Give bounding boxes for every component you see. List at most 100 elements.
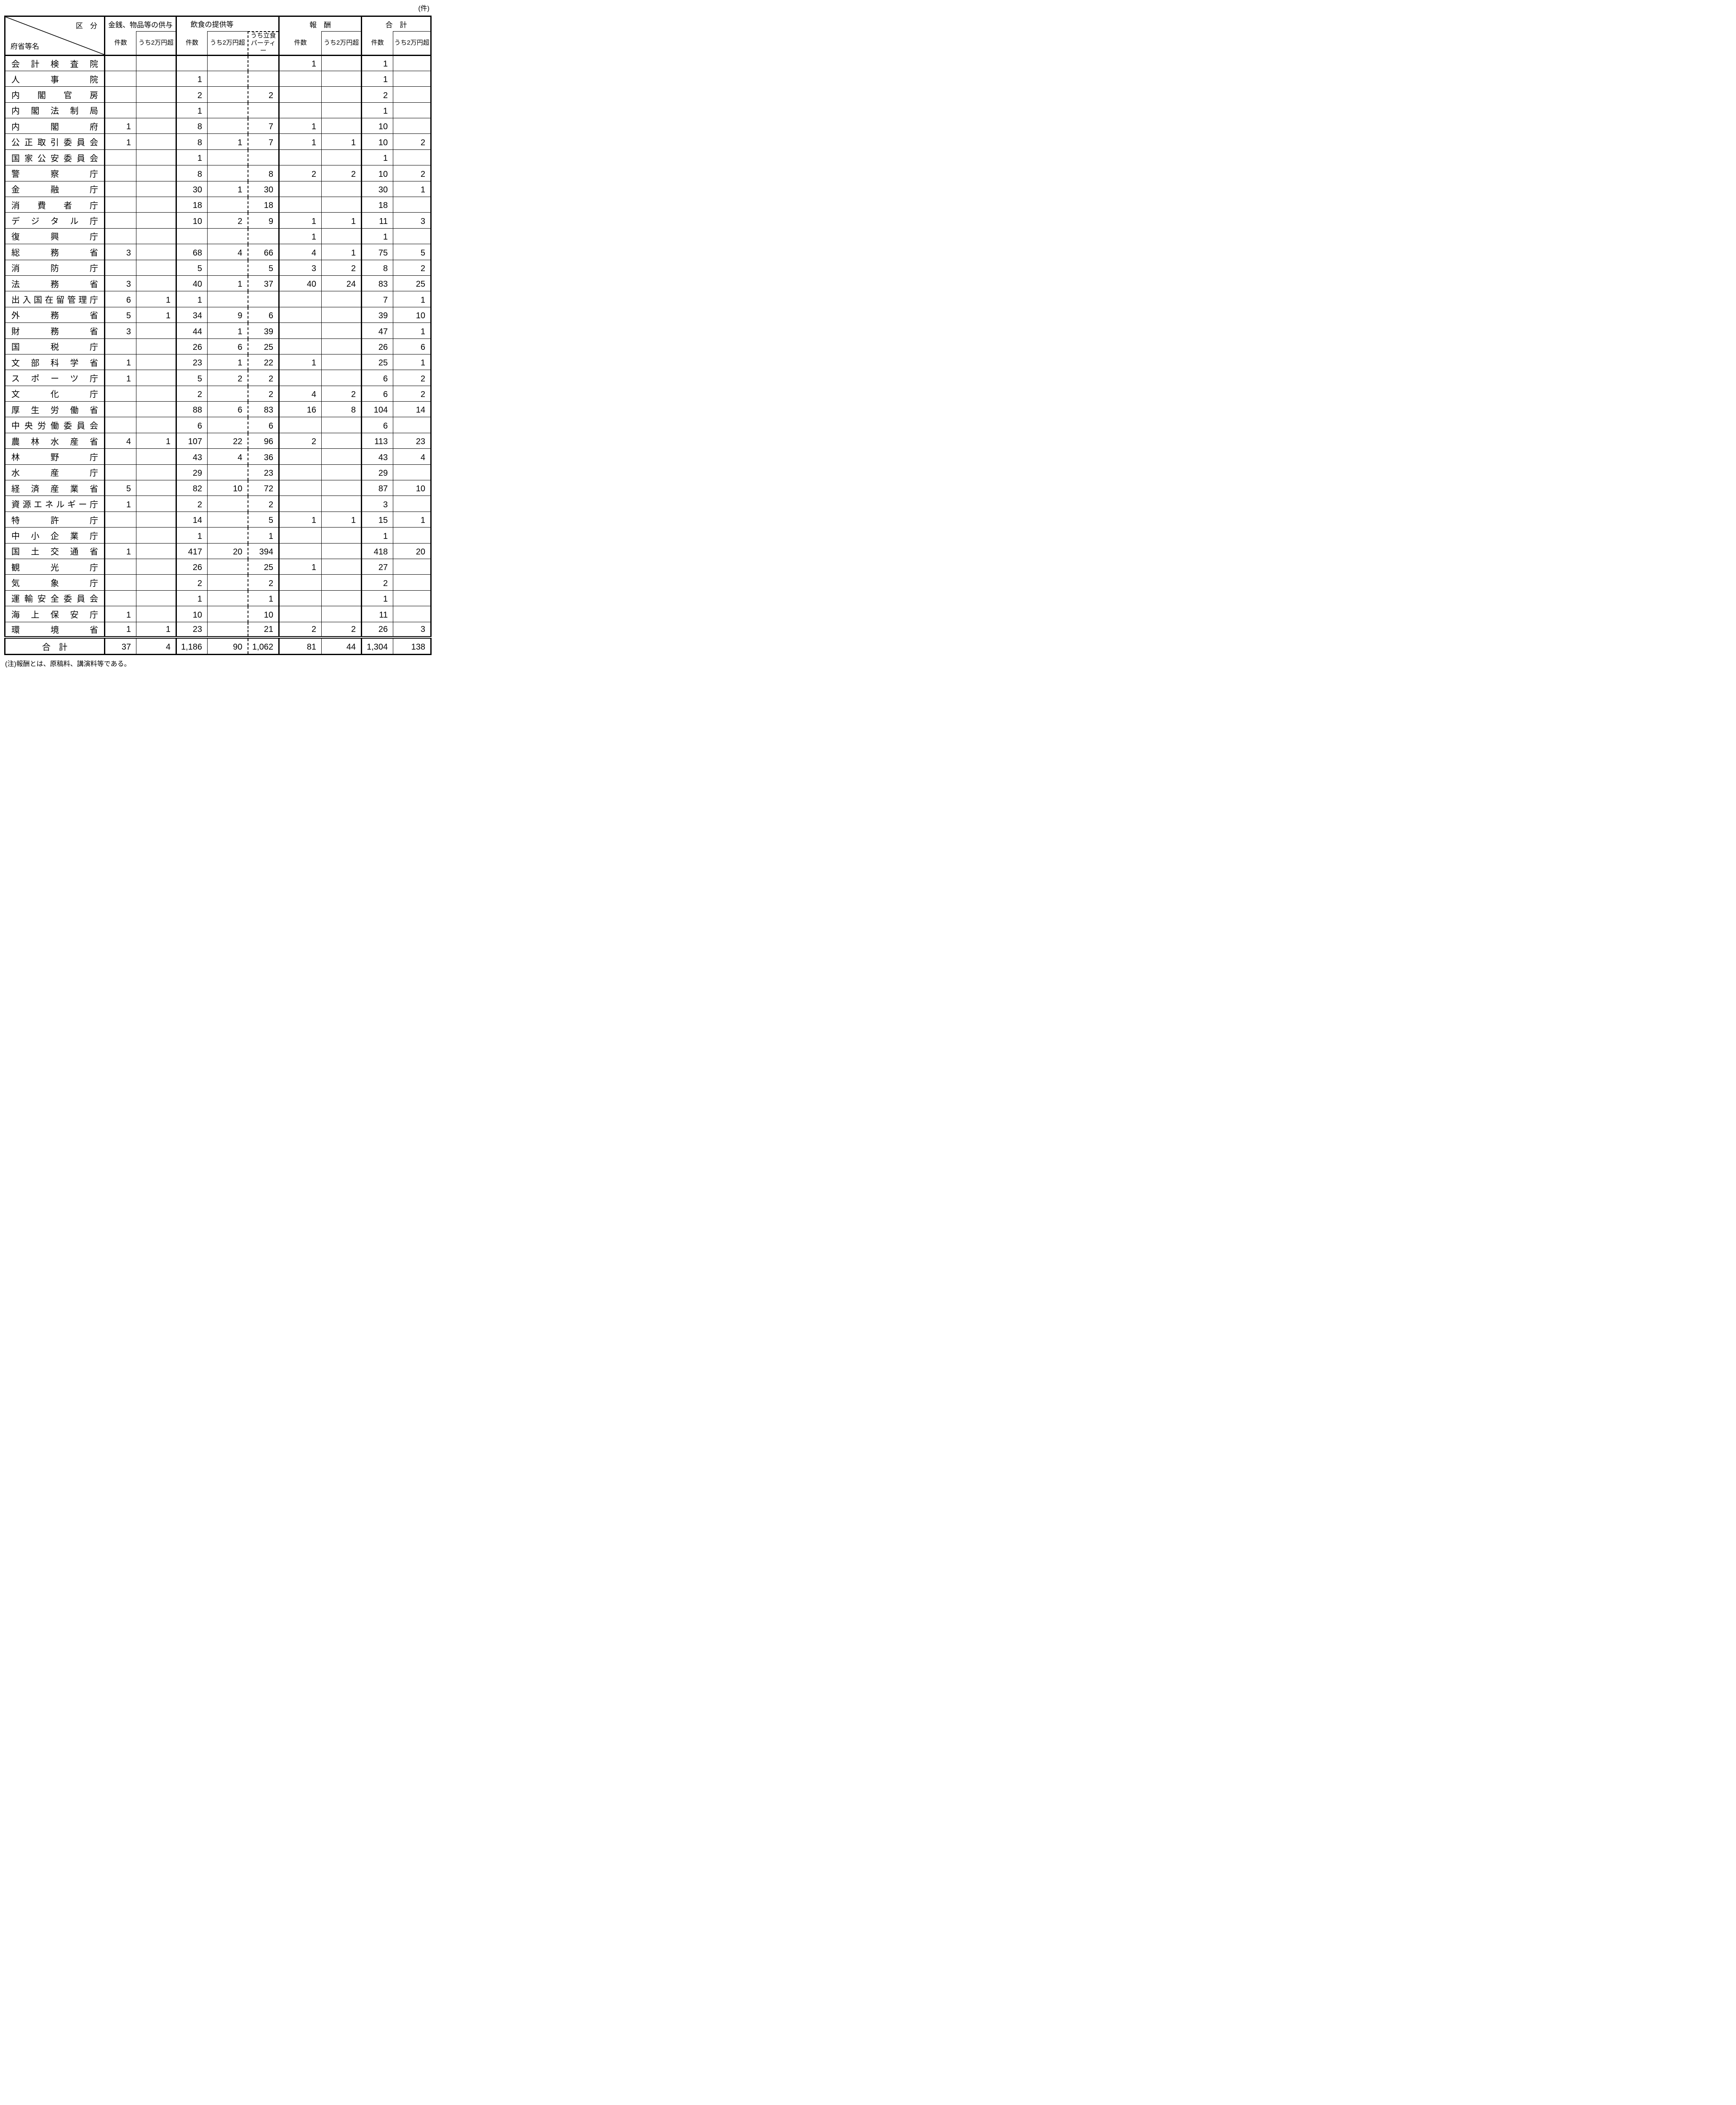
ministry-name: 資源エネルギー庁 <box>5 496 105 512</box>
value-cell <box>321 448 362 465</box>
value-cell: 8 <box>247 165 279 181</box>
value-cell <box>104 197 136 213</box>
value-cell <box>393 118 431 134</box>
ministry-name: 内閣官房 <box>5 86 105 103</box>
value-cell <box>207 417 248 433</box>
value-cell: 6 <box>361 385 393 402</box>
value-cell: 10 <box>207 480 248 496</box>
value-cell: 3 <box>361 496 393 512</box>
ministry-row: 海上保安庁 1 10 10 11 <box>5 606 431 622</box>
value-cell: 1 <box>278 118 322 134</box>
value-cell: 20 <box>393 543 431 559</box>
value-cell: 1 <box>104 370 136 386</box>
value-cell <box>207 385 248 402</box>
value-cell: 9 <box>247 212 279 229</box>
value-cell: 1 <box>278 511 322 528</box>
value-cell: 8 <box>176 118 208 134</box>
value-cell: 1 <box>321 212 362 229</box>
value-cell: 1,062 <box>247 636 279 655</box>
corner-cell: 区 分 府省等名 <box>5 16 105 56</box>
value-cell: 1 <box>176 102 208 118</box>
ministry-name: 外務省 <box>5 306 105 323</box>
value-cell: 3 <box>393 212 431 229</box>
value-cell: 1 <box>207 322 248 339</box>
value-cell <box>104 165 136 181</box>
value-cell <box>393 102 431 118</box>
col-header-food-count: 件数 <box>176 31 208 56</box>
value-cell <box>321 181 362 197</box>
ministry-row: 経済産業省 5 82 10 72 87 10 <box>5 480 431 496</box>
col-header-standing-party: うち立食 パーティー <box>247 31 279 56</box>
ministry-name: 経済産業省 <box>5 480 105 496</box>
value-cell: 11 <box>361 212 393 229</box>
ministry-row: 総務省 3 68 4 66 4 1 75 5 <box>5 244 431 260</box>
value-cell <box>321 606 362 622</box>
value-cell <box>321 228 362 244</box>
ministry-name: 消防庁 <box>5 259 105 276</box>
value-cell: 21 <box>247 621 279 638</box>
value-cell <box>136 527 176 544</box>
ministry-row: 国家公安委員会 1 1 <box>5 149 431 165</box>
value-cell: 26 <box>361 338 393 354</box>
value-cell: 2 <box>247 574 279 591</box>
value-cell: 394 <box>247 543 279 559</box>
value-cell <box>393 496 431 512</box>
value-cell <box>207 621 248 638</box>
value-cell: 2 <box>393 370 431 386</box>
value-cell: 1 <box>278 354 322 370</box>
value-cell <box>247 102 279 118</box>
ministry-name: デジタル庁 <box>5 212 105 229</box>
value-cell: 1 <box>321 511 362 528</box>
ministry-row: 環境省 1 1 23 21 2 2 26 3 <box>5 621 431 638</box>
value-cell: 1 <box>278 558 322 575</box>
value-cell: 1 <box>278 55 322 71</box>
ministry-row: 気象庁 2 2 2 <box>5 574 431 591</box>
value-cell: 6 <box>393 338 431 354</box>
value-cell <box>136 322 176 339</box>
col-header-food-over20k: うち2万円超 <box>207 31 248 56</box>
value-cell: 26 <box>176 558 208 575</box>
value-cell: 75 <box>361 244 393 260</box>
ministry-row: 会計検査院 1 1 <box>5 55 431 71</box>
value-cell: 83 <box>361 275 393 291</box>
value-cell: 2 <box>176 86 208 103</box>
value-cell: 20 <box>207 543 248 559</box>
value-cell <box>321 370 362 386</box>
ministry-row: 消費者庁 18 18 18 <box>5 197 431 213</box>
diagonal-line-icon <box>5 17 104 55</box>
value-cell <box>278 102 322 118</box>
value-cell: 27 <box>361 558 393 575</box>
value-cell: 14 <box>176 511 208 528</box>
value-cell <box>136 448 176 465</box>
value-cell: 26 <box>176 338 208 354</box>
ministry-row: 出入国在留管理庁 6 1 1 7 1 <box>5 291 431 307</box>
value-cell: 1 <box>278 212 322 229</box>
value-cell <box>278 70 322 87</box>
ministry-name: 金融庁 <box>5 181 105 197</box>
value-cell: 2 <box>207 370 248 386</box>
value-cell <box>176 55 208 71</box>
value-cell: 5 <box>104 480 136 496</box>
value-cell: 29 <box>176 464 208 480</box>
value-cell: 2 <box>361 86 393 103</box>
corner-label-ministry: 府省等名 <box>11 42 39 51</box>
report-table: 区 分 府省等名 金銭、物品等の供与 飲食の提供等 報 酬 合 計 件数 うち2… <box>4 16 432 655</box>
value-cell <box>278 590 322 606</box>
value-cell: 5 <box>247 511 279 528</box>
value-cell <box>104 527 136 544</box>
value-cell: 5 <box>176 370 208 386</box>
col-header-money-count: 件数 <box>104 31 136 56</box>
value-cell <box>104 574 136 591</box>
value-cell <box>321 102 362 118</box>
value-cell: 1 <box>321 133 362 150</box>
value-cell: 2 <box>176 385 208 402</box>
value-cell: 16 <box>278 401 322 417</box>
value-cell <box>247 70 279 87</box>
value-cell <box>136 244 176 260</box>
value-cell: 8 <box>176 165 208 181</box>
value-cell <box>104 102 136 118</box>
value-cell <box>136 118 176 134</box>
value-cell <box>321 291 362 307</box>
value-cell <box>136 543 176 559</box>
value-cell: 1 <box>393 354 431 370</box>
